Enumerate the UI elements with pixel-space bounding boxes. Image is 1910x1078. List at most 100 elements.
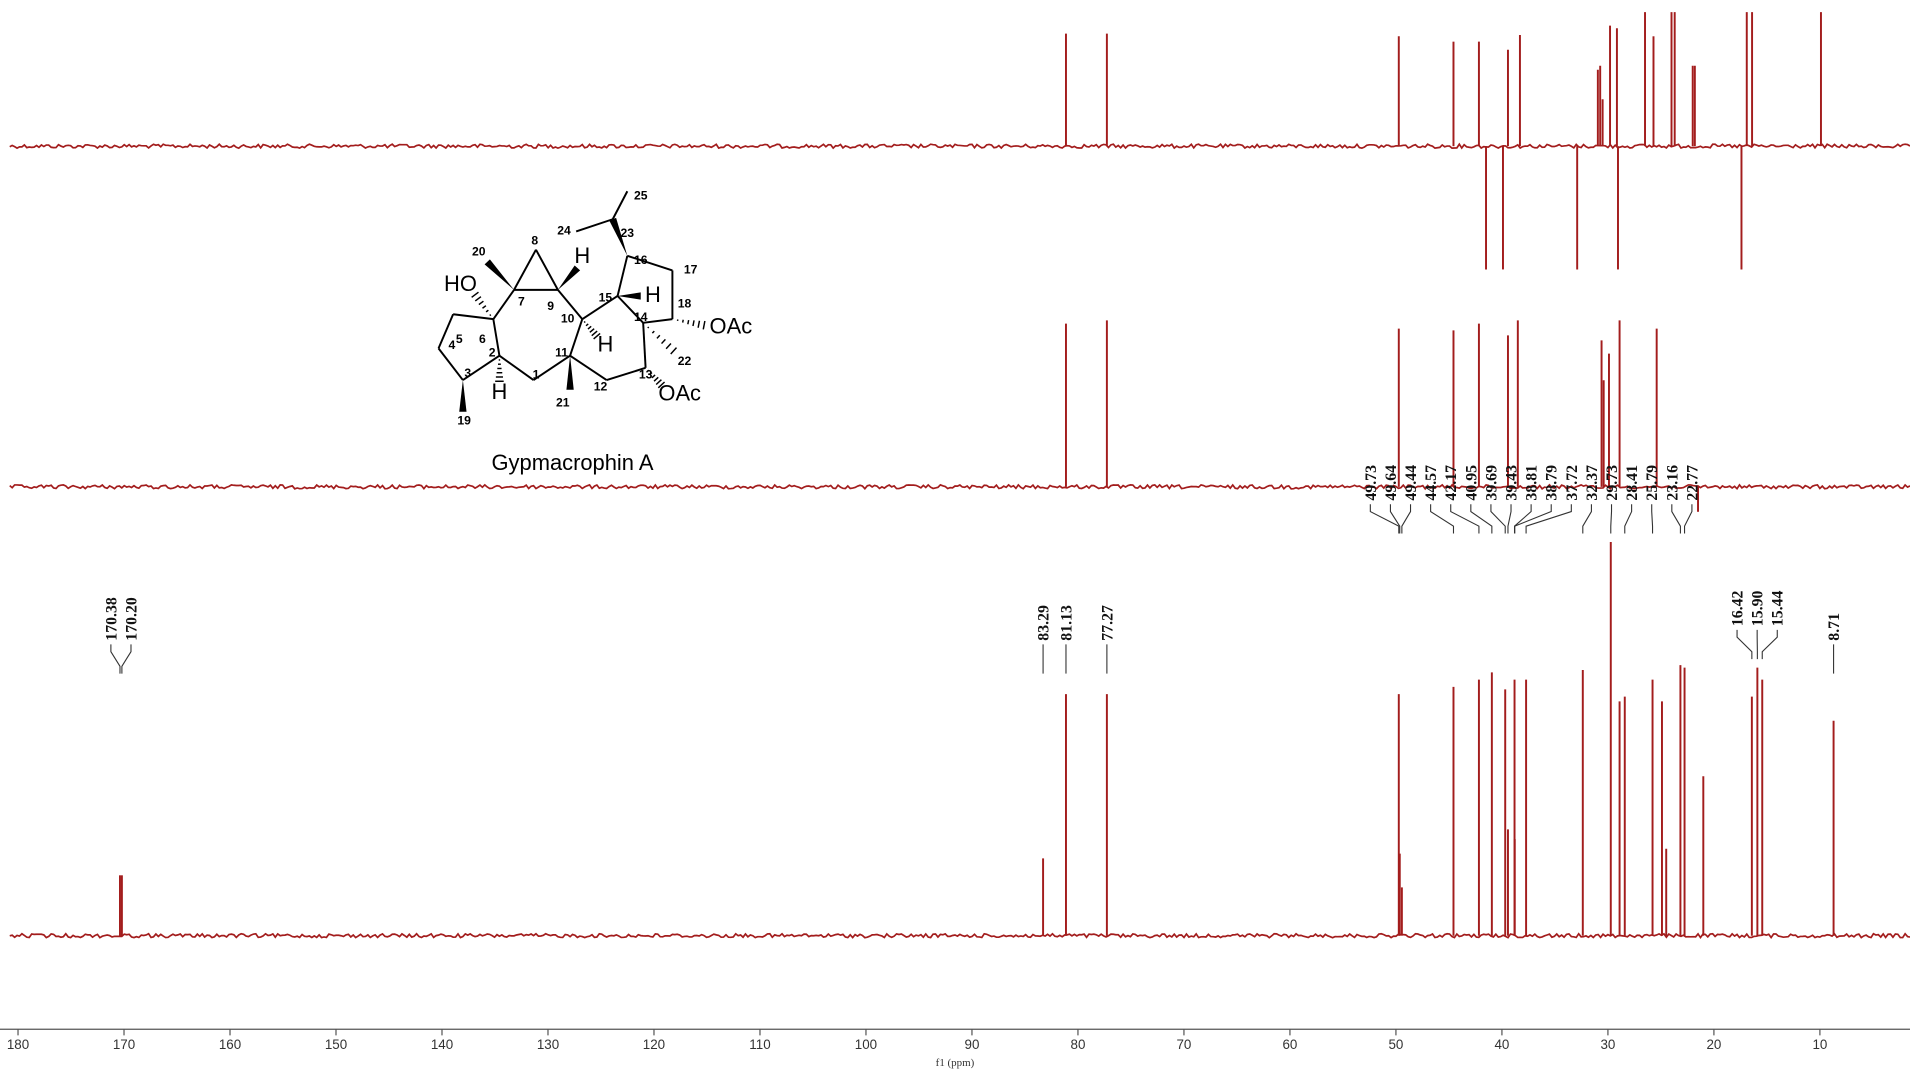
atom-label: 7 <box>518 294 525 308</box>
hash-bond <box>649 372 653 376</box>
wedge-bond <box>609 217 628 256</box>
hash-bond <box>656 334 661 339</box>
peak-label-leader <box>1736 629 1753 660</box>
structure: 20 8 HO 7 9 H 6 5 4 3 2 H 19 1 11 21 10 … <box>437 188 753 475</box>
peak-label-leader <box>121 644 132 674</box>
peak-label: 44.57 <box>1423 465 1440 501</box>
x-tick-label: 170 <box>113 1037 135 1052</box>
bond <box>437 313 455 349</box>
x-tick-label: 20 <box>1706 1037 1721 1052</box>
peak-label-leader <box>1389 504 1401 534</box>
bond <box>606 366 646 381</box>
atom-label: 4 <box>449 338 456 352</box>
peak-label: 25.79 <box>1644 465 1661 501</box>
atom-label: 6 <box>479 332 486 346</box>
hash-bond <box>670 347 678 355</box>
bond <box>627 254 673 272</box>
bond <box>532 354 571 381</box>
hash-bond <box>587 325 592 330</box>
group-label: HO <box>444 271 477 296</box>
atom-label: 2 <box>489 345 496 359</box>
peak-label: 15.90 <box>1750 590 1767 626</box>
peak-label-leader <box>1470 504 1493 534</box>
atom-label: 10 <box>561 311 575 325</box>
hash-bond <box>471 291 479 298</box>
x-tick-label: 130 <box>537 1037 559 1052</box>
atom-label: 5 <box>456 332 463 346</box>
peak-label-leader <box>1761 629 1778 660</box>
atom-label: 14 <box>634 310 648 324</box>
bond <box>453 313 494 321</box>
x-tick-label: 160 <box>219 1037 241 1052</box>
hash-bond <box>647 326 650 329</box>
wedge-bond <box>617 292 641 300</box>
peak-label-leader <box>110 644 121 674</box>
peak-label: 32.37 <box>1584 465 1601 501</box>
peak-label: 29.73 <box>1604 465 1621 501</box>
peak-label: 16.42 <box>1730 590 1747 626</box>
peak-label-leader <box>1490 504 1506 534</box>
x-tick-label: 120 <box>643 1037 665 1052</box>
hash-bond <box>657 381 666 389</box>
hash-bond <box>692 320 695 327</box>
wedge-bond <box>566 355 574 390</box>
atom-label: 23 <box>621 226 635 240</box>
peak-label: 22.77 <box>1684 465 1701 501</box>
x-tick-label: 50 <box>1388 1037 1403 1052</box>
peak-label-leader <box>1525 504 1572 534</box>
bond <box>569 318 584 356</box>
atom-label: 24 <box>557 224 571 238</box>
hash-bond <box>697 320 701 328</box>
bond <box>581 295 619 320</box>
peak-label: 40.95 <box>1463 465 1480 501</box>
peak-label-leader <box>1651 504 1654 534</box>
peak-label-leader <box>1514 504 1552 534</box>
baseline-noise <box>9 142 1910 150</box>
hash-bond <box>702 320 706 330</box>
peak-label: 170.20 <box>123 597 140 641</box>
x-tick-label: 40 <box>1494 1037 1509 1052</box>
bond <box>611 190 629 220</box>
atom-label: 1 <box>533 367 540 381</box>
hash-bond <box>651 330 655 334</box>
x-tick-label: 30 <box>1600 1037 1615 1052</box>
peak-label: 38.79 <box>1544 465 1561 501</box>
x-tick-label: 80 <box>1071 1037 1086 1052</box>
peak-label-leader <box>1624 504 1633 534</box>
hash-bond <box>687 319 690 325</box>
hash-bond <box>485 309 489 313</box>
bond <box>437 347 464 381</box>
compound-name: Gypmacrophin A <box>492 450 654 475</box>
x-tick-label: 140 <box>431 1037 453 1052</box>
peak-label-leader <box>1430 504 1455 534</box>
group-label: OAc <box>710 313 753 338</box>
hash-bond <box>482 305 487 309</box>
peak-label: 77.27 <box>1099 605 1116 641</box>
hash-bond <box>585 323 589 327</box>
hash-bond <box>489 314 492 317</box>
atom-label: 12 <box>594 380 608 394</box>
atom-label: 19 <box>457 414 471 428</box>
atom-label: 15 <box>599 291 613 305</box>
bond <box>513 249 537 291</box>
peak-label: 42.17 <box>1443 465 1460 501</box>
atom-label: 20 <box>472 244 486 258</box>
peak-label-leader <box>1513 504 1532 534</box>
group-label: OAc <box>658 380 701 405</box>
x-axis-label: f1 (ppm) <box>936 1057 975 1069</box>
bond <box>492 318 501 356</box>
hash-bond <box>474 296 482 302</box>
baseline-noise <box>9 483 1910 491</box>
x-tick-label: 180 <box>7 1037 29 1052</box>
hash-bond <box>583 320 586 323</box>
atom-label: 21 <box>556 395 570 409</box>
bond <box>616 255 629 297</box>
peak-label: 38.81 <box>1524 465 1541 501</box>
peak-label: 49.73 <box>1363 465 1380 501</box>
bond <box>643 318 673 324</box>
atom-label: 8 <box>531 233 538 247</box>
hash-bond <box>591 330 598 337</box>
wedge-bond <box>459 380 467 412</box>
